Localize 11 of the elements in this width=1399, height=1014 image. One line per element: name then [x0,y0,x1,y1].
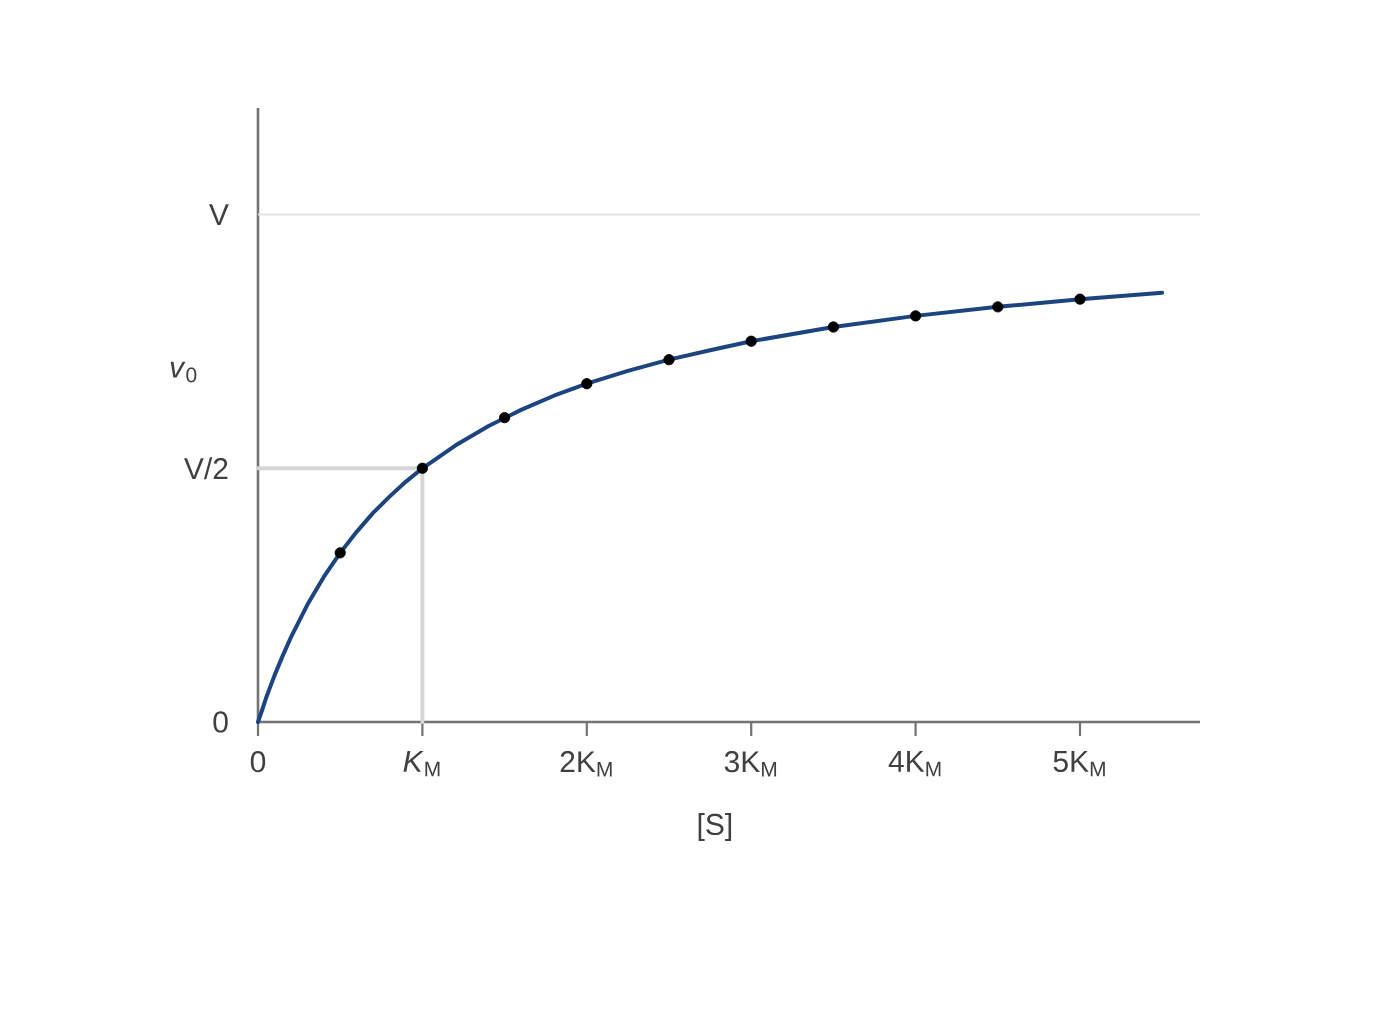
x-tick-label: 4K$_{M}$ [888,751,941,777]
x-axis-title: [S] [698,813,732,841]
x-tick-label: 0 [250,751,266,773]
x-tick-label: 5K$_{M}$ [1053,751,1105,777]
x-tick-label: 2K$_{M}$ [560,751,612,777]
y-axis-title: v$_{0}$ [170,361,197,383]
x-tick-label: 3K$_{M}$ [724,751,777,777]
x-tick-label: K$_{M}$ [403,751,440,777]
annotation: V/2 [184,457,228,480]
ref-line-label: V [209,204,229,225]
annotation: 0 [213,711,228,733]
